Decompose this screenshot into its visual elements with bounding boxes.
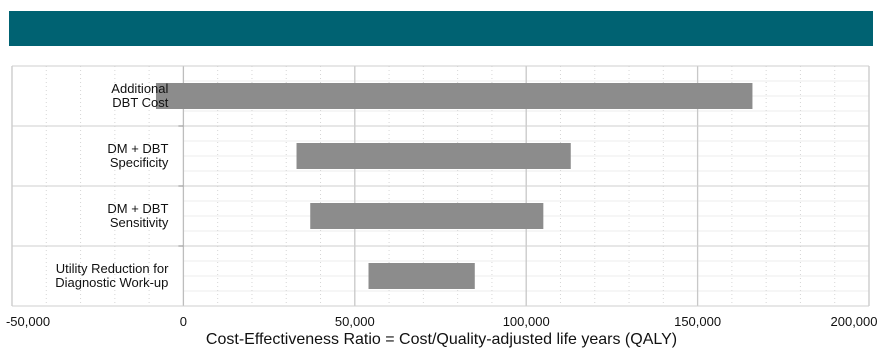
x-tick-label: 0: [179, 314, 188, 329]
category-label: DM + DBT Specificity: [107, 141, 169, 170]
category-label: Additional DBT Cost: [111, 81, 169, 110]
x-tick-label: 200,000: [830, 314, 878, 329]
x-tick-label: 150,000: [674, 314, 722, 329]
bar-3: [310, 203, 544, 229]
category-label: Utility Reduction for Diagnostic Work-up: [55, 261, 169, 290]
category-label: DM + DBT Sensitivity: [107, 201, 169, 230]
x-axis-title: Cost-Effectiveness Ratio = Cost/Quality-…: [205, 331, 678, 348]
bar-1: [155, 83, 753, 109]
bar-2: [296, 143, 571, 169]
x-tick-label: 100,000: [502, 314, 550, 329]
x-tick-label: 50,000: [334, 314, 375, 329]
bar-4: [368, 263, 475, 289]
x-tick-label: -50,000: [5, 314, 51, 329]
header-banner: [9, 11, 873, 46]
